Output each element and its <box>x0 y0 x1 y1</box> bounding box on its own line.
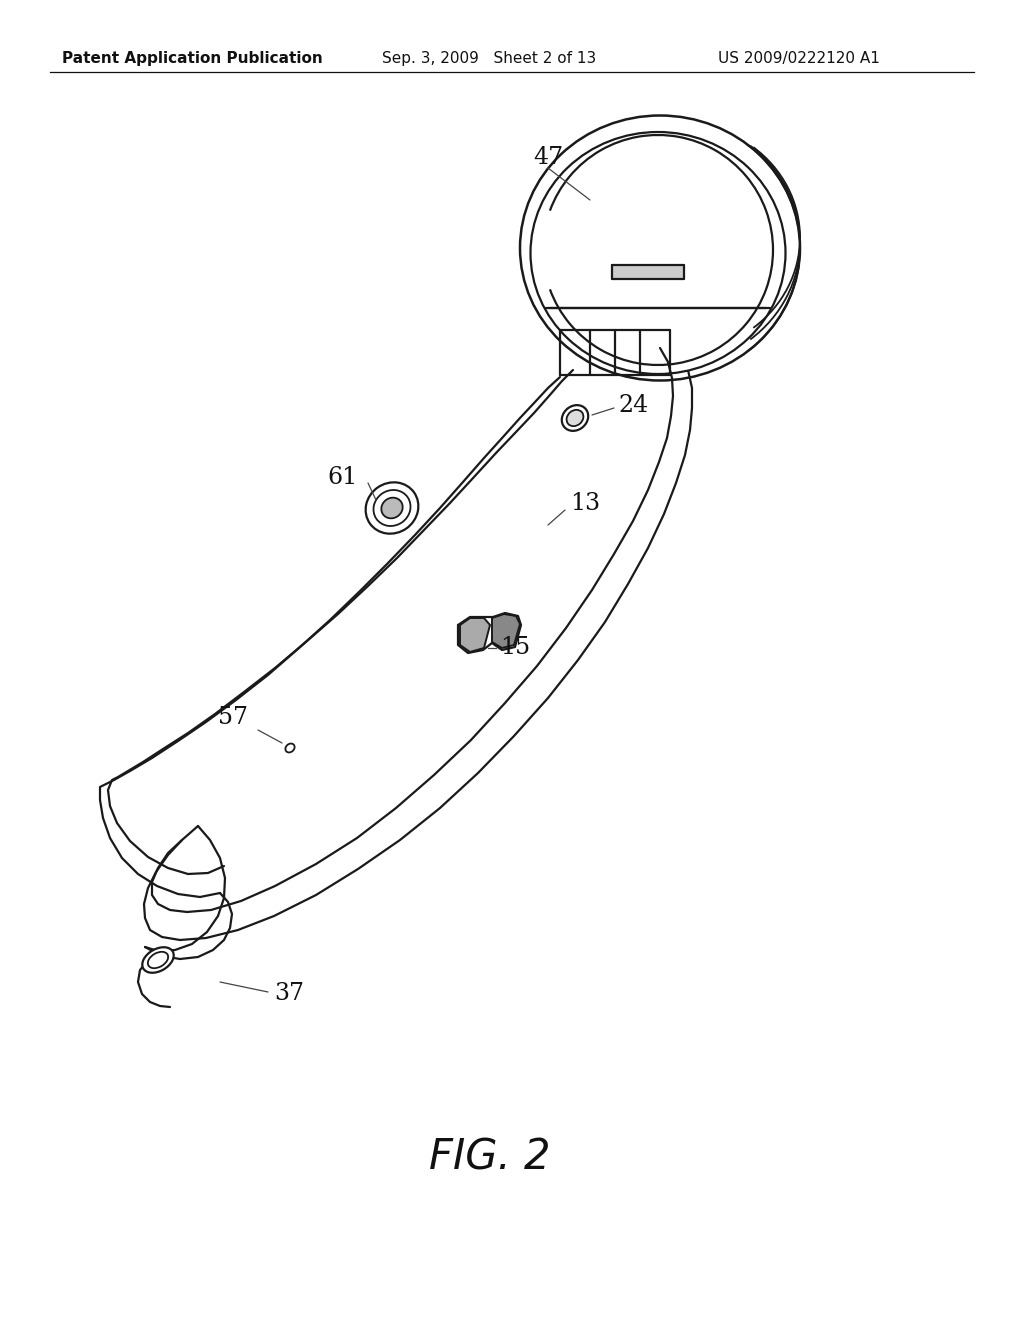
Text: 61: 61 <box>328 466 358 488</box>
Ellipse shape <box>374 490 411 525</box>
Ellipse shape <box>566 409 584 426</box>
Ellipse shape <box>147 952 168 968</box>
Text: 57: 57 <box>218 706 248 730</box>
Text: 37: 37 <box>274 982 304 1006</box>
Text: 15: 15 <box>500 636 530 660</box>
Ellipse shape <box>520 116 800 380</box>
Text: US 2009/0222120 A1: US 2009/0222120 A1 <box>718 50 880 66</box>
Text: 13: 13 <box>570 492 600 516</box>
Ellipse shape <box>530 132 785 374</box>
Text: FIG. 2: FIG. 2 <box>429 1137 551 1179</box>
Polygon shape <box>612 265 684 279</box>
Text: Patent Application Publication: Patent Application Publication <box>62 50 323 66</box>
Ellipse shape <box>142 948 174 973</box>
Text: 47: 47 <box>532 147 563 169</box>
Text: 24: 24 <box>618 393 648 417</box>
Polygon shape <box>492 614 520 648</box>
Ellipse shape <box>286 743 295 752</box>
Ellipse shape <box>562 405 588 430</box>
Text: Sep. 3, 2009   Sheet 2 of 13: Sep. 3, 2009 Sheet 2 of 13 <box>382 50 596 66</box>
Polygon shape <box>460 618 490 652</box>
Ellipse shape <box>366 482 419 533</box>
Ellipse shape <box>381 498 402 519</box>
